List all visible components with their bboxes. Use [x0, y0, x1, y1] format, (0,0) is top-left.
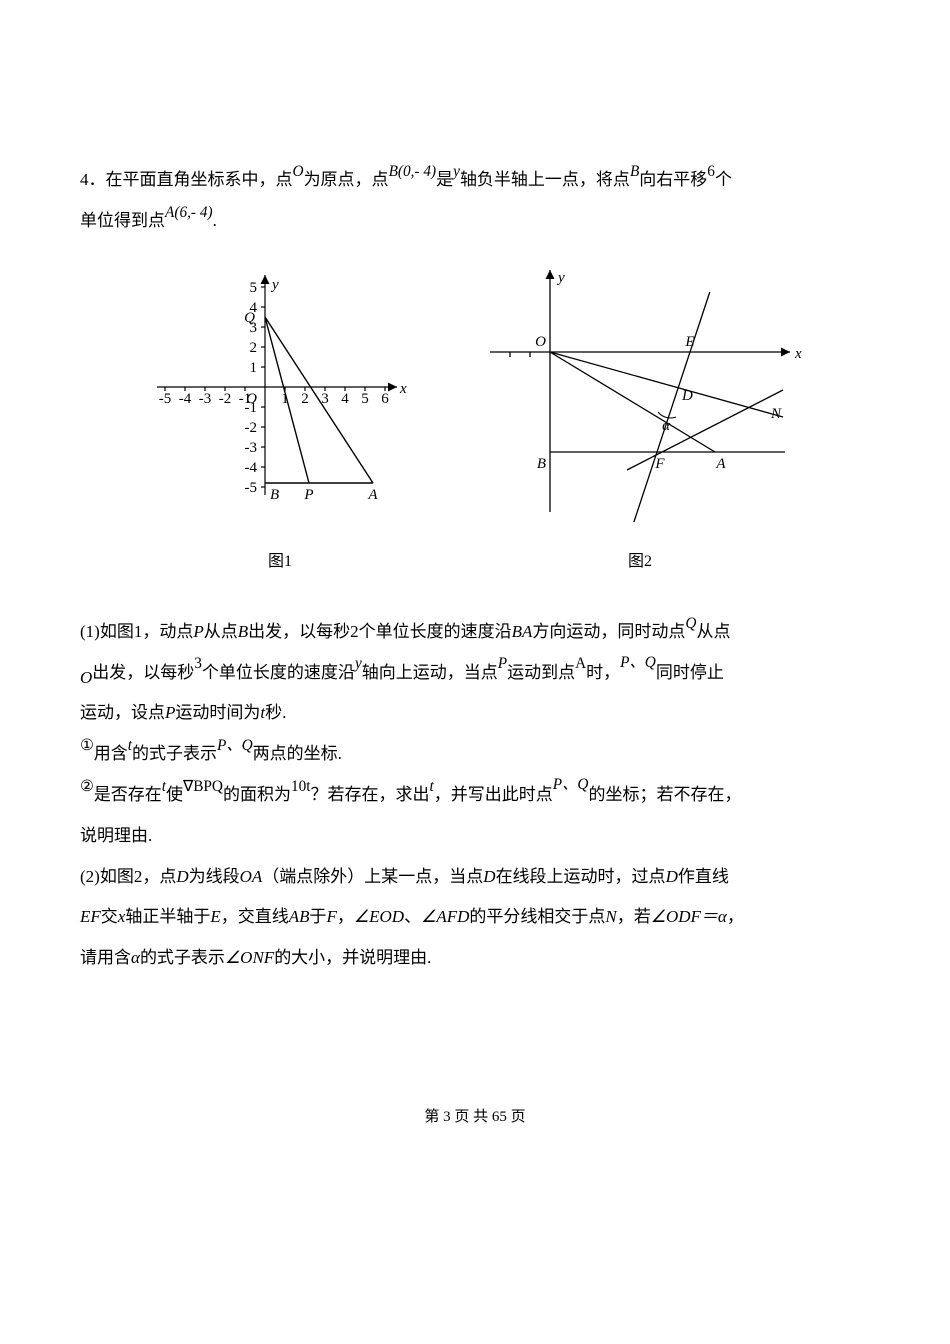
figure-2-svg: Oy x E B F A D Nα — [475, 262, 805, 522]
svg-text:x: x — [794, 346, 802, 362]
svg-text:E: E — [684, 334, 694, 350]
svg-text:O: O — [246, 391, 257, 407]
svg-text:-2: -2 — [219, 391, 232, 407]
svg-text:2: 2 — [301, 391, 309, 407]
svg-text:α: α — [662, 418, 671, 434]
page-container: 4．在平面直角坐标系中，点O为原点，点B(0,- 4)是y轴负半轴上一点，将点B… — [0, 0, 950, 1175]
svg-text:5: 5 — [250, 280, 258, 296]
svg-text:N: N — [770, 406, 782, 422]
figure-2-container: Oy x E B F A D Nα 图2 — [475, 262, 805, 582]
svg-text:4: 4 — [341, 391, 349, 407]
problem-line-2: 单位得到点A(6,- 4). — [80, 201, 870, 242]
svg-text:5: 5 — [361, 391, 369, 407]
svg-text:F: F — [654, 456, 665, 472]
svg-text:2: 2 — [250, 340, 258, 356]
figures-row: -5-4-3-2-112345612345-1-2-3-4-5OxyQBPA 图… — [80, 262, 870, 582]
svg-text:-4: -4 — [245, 460, 258, 476]
svg-text:Q: Q — [244, 310, 255, 326]
part2-line3: 请用含α的式子表示∠ONF的大小，并说明理由. — [80, 938, 870, 979]
figure-2-caption: 图2 — [475, 543, 805, 581]
problem-line-1: 4．在平面直角坐标系中，点O为原点，点B(0,- 4)是y轴负半轴上一点，将点B… — [80, 160, 870, 201]
sub2-line1: ②是否存在t使∇BPQ的面积为10t？若存在，求出t，并写出此时点P、Q的坐标；… — [80, 775, 870, 816]
part1-line1: (1)如图1，动点P从点B出发，以每秒2个单位长度的速度沿BA方向运动，同时动点… — [80, 612, 870, 653]
svg-text:D: D — [681, 388, 693, 404]
page-footer: 第 3 页 共 65 页 — [80, 1099, 870, 1135]
svg-text:6: 6 — [381, 391, 389, 407]
svg-text:1: 1 — [250, 360, 258, 376]
svg-text:y: y — [270, 277, 279, 293]
sub1-line: ①用含t的式子表示P、Q两点的坐标. — [80, 734, 870, 775]
sub2-line2: 说明理由. — [80, 816, 870, 857]
svg-text:-3: -3 — [245, 440, 258, 456]
svg-text:O: O — [535, 334, 546, 350]
figure-1-caption: 图1 — [145, 543, 415, 581]
svg-text:P: P — [303, 487, 313, 503]
figure-1-svg: -5-4-3-2-112345612345-1-2-3-4-5OxyQBPA — [145, 262, 415, 522]
part2-line2: EF交x轴正半轴于E，交直线AB于F，∠EOD、∠AFD的平分线相交于点N，若∠… — [80, 897, 870, 938]
svg-text:A: A — [367, 487, 378, 503]
svg-text:-5: -5 — [245, 480, 258, 496]
part1-line2: O出发，以每秒3个单位长度的速度沿y轴向上运动，当点P运动到点A时，P、Q同时停… — [80, 653, 870, 694]
svg-text:B: B — [537, 456, 546, 472]
svg-text:A: A — [715, 456, 726, 472]
part1-line3: 运动，设点P运动时间为t秒. — [80, 693, 870, 734]
svg-text:-2: -2 — [245, 420, 258, 436]
problem-number: 4． — [80, 170, 106, 189]
svg-text:-5: -5 — [159, 391, 172, 407]
svg-text:-3: -3 — [199, 391, 212, 407]
svg-text:B: B — [270, 487, 279, 503]
svg-text:-4: -4 — [179, 391, 192, 407]
part2-line1: (2)如图2，点D为线段OA（端点除外）上某一点，当点D在线段上运动时，过点D作… — [80, 857, 870, 898]
svg-text:y: y — [556, 270, 565, 286]
svg-text:x: x — [399, 381, 407, 397]
figure-1-container: -5-4-3-2-112345612345-1-2-3-4-5OxyQBPA 图… — [145, 262, 415, 582]
